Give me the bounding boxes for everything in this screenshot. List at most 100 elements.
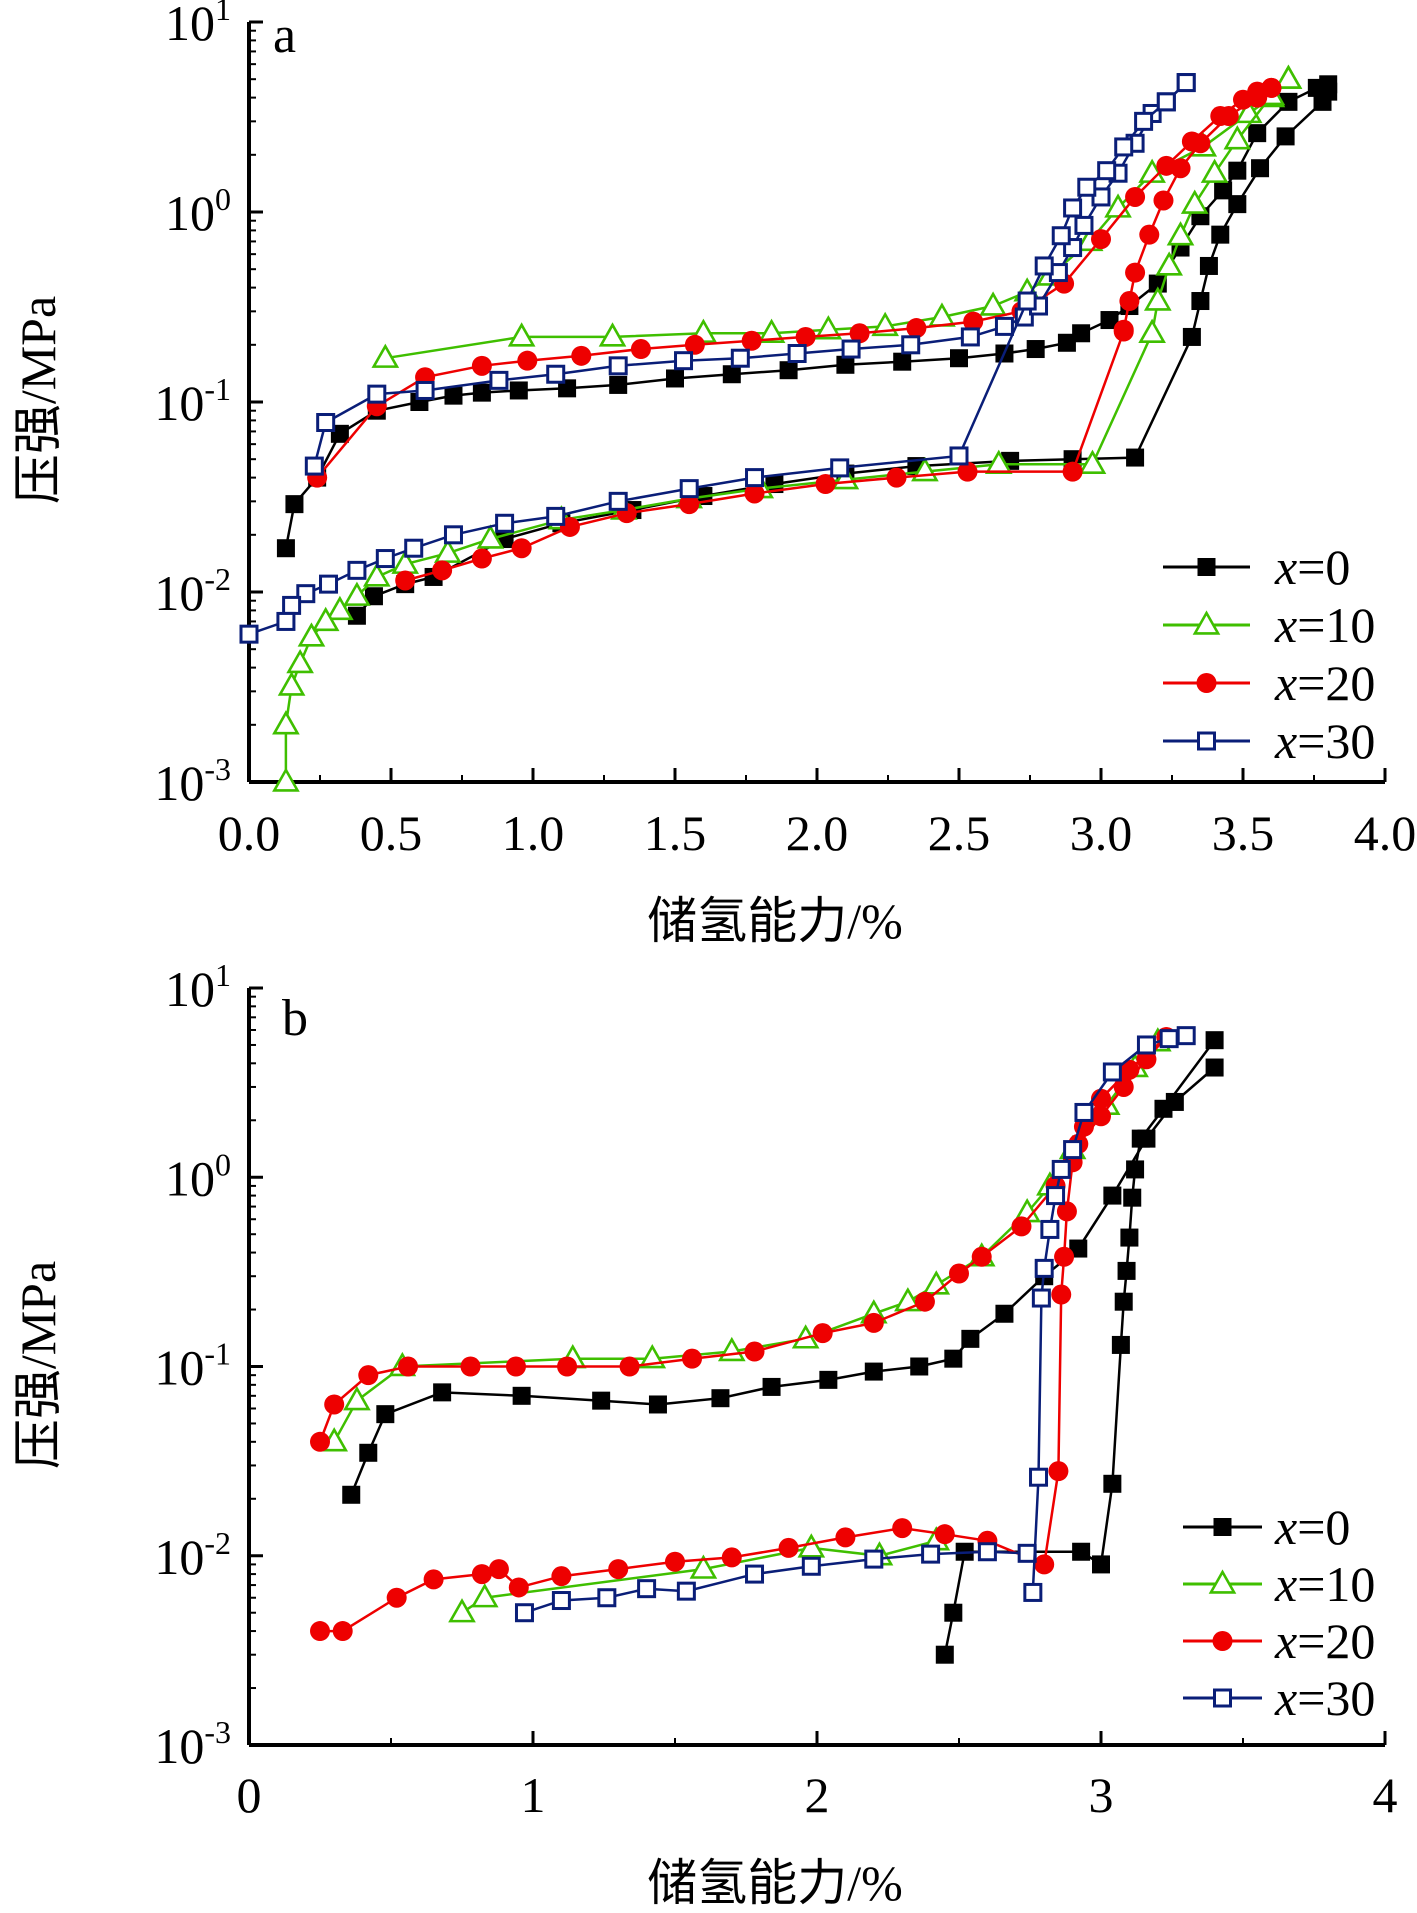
data-point-9 xyxy=(1126,448,1145,467)
data-point-11 xyxy=(830,458,850,478)
data-point-8 xyxy=(730,348,750,368)
legend-item-x-10: x=10 xyxy=(1183,1556,1375,1612)
data-point-24 xyxy=(332,1621,353,1642)
data-point-1 xyxy=(343,1386,371,1411)
data-point-4 xyxy=(460,1356,481,1377)
data-point-13 xyxy=(886,467,907,488)
data-point-4 xyxy=(757,318,786,343)
data-point-2 xyxy=(689,1554,718,1579)
data-point-22 xyxy=(423,1569,444,1590)
data-point-3 xyxy=(1197,731,1216,751)
legend-label: x=30 xyxy=(1274,713,1375,769)
data-point-8 xyxy=(979,291,1007,316)
data-point-4 xyxy=(1228,195,1247,214)
legend: x=0x=10x=20x=30 xyxy=(1163,539,1375,769)
data-point-5 xyxy=(1046,1186,1066,1206)
x-tick-label: 2 xyxy=(805,1767,830,1823)
legend-label: x=0 xyxy=(1274,1499,1350,1555)
data-point-5 xyxy=(745,1564,765,1584)
data-point-21 xyxy=(364,587,383,606)
data-point-5 xyxy=(1056,1201,1077,1222)
data-point-0 xyxy=(1261,77,1282,98)
data-point-16 xyxy=(1069,1239,1088,1258)
series-x-20-5 xyxy=(395,77,1282,591)
data-point-3 xyxy=(415,380,435,400)
data-point-20 xyxy=(1072,324,1091,343)
data-point-7 xyxy=(1114,1292,1133,1311)
legend-item-x-0: x=0 xyxy=(1183,1499,1350,1555)
data-point-23 xyxy=(386,1587,407,1608)
data-point-24 xyxy=(276,611,296,631)
data-point-3 xyxy=(1114,137,1134,157)
y-tick-label: 10-2 xyxy=(154,1525,231,1585)
data-point-5 xyxy=(1211,225,1230,244)
data-point-0 xyxy=(371,343,400,368)
data-point-6 xyxy=(801,1556,821,1576)
data-point-3 xyxy=(471,355,492,376)
data-point-14 xyxy=(608,491,628,511)
data-point-1 xyxy=(1154,1099,1173,1118)
panel-letter: b xyxy=(282,990,308,1047)
data-point-1 xyxy=(1313,92,1332,111)
data-point-12 xyxy=(963,311,984,332)
data-point-16 xyxy=(1125,186,1146,207)
x-tick-label: 0.0 xyxy=(218,805,281,861)
data-point-8 xyxy=(741,330,762,351)
y-tick-label: 10-1 xyxy=(154,1336,231,1396)
data-point-3 xyxy=(1251,159,1270,178)
data-point-0 xyxy=(304,456,324,476)
data-point-7 xyxy=(472,383,491,402)
y-tick-label: 10-3 xyxy=(154,1714,231,1774)
data-point-18 xyxy=(1091,1106,1111,1127)
data-point-1 xyxy=(285,495,304,514)
x-axis-title: 储氢能力/% xyxy=(647,1855,903,1911)
data-point-7 xyxy=(711,1389,730,1408)
data-point-17 xyxy=(608,1559,629,1580)
data-point-9 xyxy=(819,1370,838,1389)
data-point-8 xyxy=(682,1348,703,1369)
data-point-8 xyxy=(1138,318,1166,343)
data-point-16 xyxy=(665,1551,685,1572)
x-tick-label: 0.5 xyxy=(360,805,423,861)
data-point-7 xyxy=(1063,1140,1083,1160)
data-point-7 xyxy=(864,1549,884,1569)
data-point-6 xyxy=(648,1395,667,1414)
data-point-22 xyxy=(326,595,354,621)
data-point-6 xyxy=(1155,251,1183,276)
data-point-0 xyxy=(1023,1582,1043,1602)
data-point-6 xyxy=(444,386,463,405)
data-point-19 xyxy=(508,1577,529,1598)
data-point-11 xyxy=(1159,1029,1179,1049)
data-point-10 xyxy=(1017,1543,1037,1563)
panel-letter: a xyxy=(273,7,296,64)
y-tick-label: 101 xyxy=(165,0,231,51)
data-point-3 xyxy=(1213,1688,1232,1708)
series-x-10-3 xyxy=(448,1526,951,1623)
y-tick-label: 10-2 xyxy=(154,561,231,621)
data-point-4 xyxy=(676,1581,696,1601)
data-point-0 xyxy=(1197,558,1216,576)
data-point-18 xyxy=(404,538,424,558)
data-point-10 xyxy=(849,323,870,344)
data-point-23 xyxy=(311,606,340,632)
data-point-1 xyxy=(359,1443,378,1462)
data-point-10 xyxy=(1092,1555,1110,1574)
data-point-7 xyxy=(684,334,705,355)
data-point-12 xyxy=(1176,1026,1196,1046)
data-point-26 xyxy=(1214,181,1233,200)
data-point-7 xyxy=(674,351,694,371)
y-tick-label: 10-1 xyxy=(154,371,231,431)
data-point-11 xyxy=(906,318,927,339)
data-point-8 xyxy=(1119,291,1140,312)
series-line xyxy=(385,78,1290,360)
data-point-3 xyxy=(433,1383,452,1402)
data-point-0 xyxy=(514,1603,534,1623)
data-point-12 xyxy=(944,1349,963,1368)
data-point-11 xyxy=(1072,1542,1091,1561)
data-point-6 xyxy=(1139,224,1160,245)
data-point-1 xyxy=(1156,92,1176,112)
data-point-9 xyxy=(1034,1554,1055,1575)
x-tick-label: 1 xyxy=(521,1767,546,1823)
data-point-8 xyxy=(1048,1461,1069,1482)
data-point-0 xyxy=(448,1598,476,1623)
